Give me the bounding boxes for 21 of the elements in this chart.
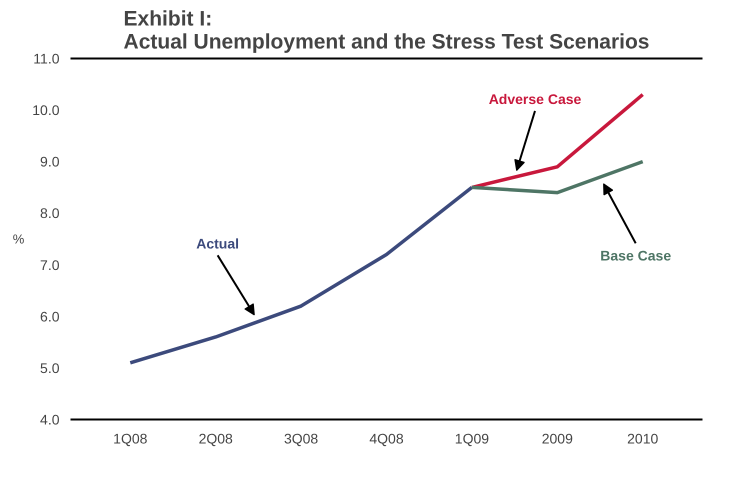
x-tick-label: 2010 (627, 430, 658, 446)
y-tick-label: 11.0 (33, 50, 60, 66)
y-tick-label: 9.0 (40, 154, 60, 170)
x-tick-label: 2009 (542, 430, 574, 446)
y-tick-label: 10.0 (32, 102, 60, 118)
y-axis-title: % (12, 232, 25, 246)
x-tick-label: 4Q08 (369, 430, 404, 446)
x-tick-label: 3Q08 (284, 430, 318, 446)
chart-title: Exhibit I: Actual Unemployment and the Stress Test Scenarios (124, 8, 650, 54)
y-tick-label: 8.0 (40, 205, 60, 222)
x-tick-label: 2Q08 (198, 430, 234, 446)
text: Adverse Case (488, 90, 582, 107)
y-tick-label: 5.0 (40, 360, 60, 376)
y-tick-label: 7.0 (40, 256, 60, 273)
x-tick-label: 1Q09 (454, 430, 490, 446)
y-tick-label: 4.0 (40, 412, 60, 428)
text: Actual (196, 235, 240, 252)
y-tick-label: 6.0 (40, 308, 60, 324)
x-tick-label: 1Q08 (113, 430, 148, 446)
line-series (128, 186, 474, 365)
text: Base Case (600, 247, 672, 264)
